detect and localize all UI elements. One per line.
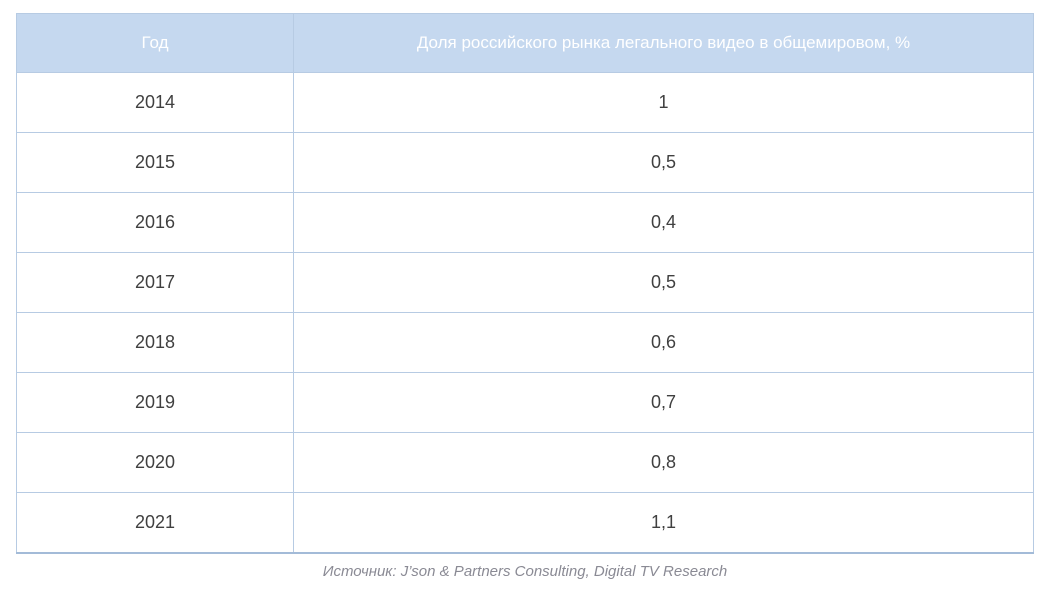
year-cell: 2021	[16, 492, 294, 553]
column-header-year: Год	[16, 13, 294, 73]
share-cell: 0,7	[293, 372, 1034, 433]
table-row: 2016 0,4	[16, 192, 1034, 253]
table-row: 2019 0,7	[16, 372, 1034, 433]
table-row: 2017 0,5	[16, 252, 1034, 313]
share-cell: 0,5	[293, 252, 1034, 313]
market-share-table-wrap: Год Доля российского рынка легального ви…	[16, 13, 1034, 554]
year-cell: 2018	[16, 312, 294, 373]
market-share-table: Год Доля российского рынка легального ви…	[16, 13, 1034, 554]
table-row: 2021 1,1	[16, 492, 1034, 553]
year-cell: 2019	[16, 372, 294, 433]
table-body: 2014 1 2015 0,5 2016 0,4 2017 0,5 2018 0…	[16, 72, 1034, 553]
share-cell: 0,8	[293, 432, 1034, 493]
table-row: 2020 0,8	[16, 432, 1034, 493]
column-header-share: Доля российского рынка легального видео …	[293, 13, 1034, 73]
header-row: Год Доля российского рынка легального ви…	[16, 13, 1034, 73]
share-cell: 1,1	[293, 492, 1034, 553]
table-row: 2014 1	[16, 72, 1034, 133]
share-cell: 0,5	[293, 132, 1034, 193]
year-cell: 2014	[16, 72, 294, 133]
table-row: 2015 0,5	[16, 132, 1034, 193]
table-row: 2018 0,6	[16, 312, 1034, 373]
share-cell: 1	[293, 72, 1034, 133]
year-cell: 2016	[16, 192, 294, 253]
table-header: Год Доля российского рынка легального ви…	[16, 13, 1034, 73]
year-cell: 2017	[16, 252, 294, 313]
year-cell: 2015	[16, 132, 294, 193]
year-cell: 2020	[16, 432, 294, 493]
source-note: Источник: J’son & Partners Consulting, D…	[322, 563, 728, 580]
share-cell: 0,4	[293, 192, 1034, 253]
share-cell: 0,6	[293, 312, 1034, 373]
